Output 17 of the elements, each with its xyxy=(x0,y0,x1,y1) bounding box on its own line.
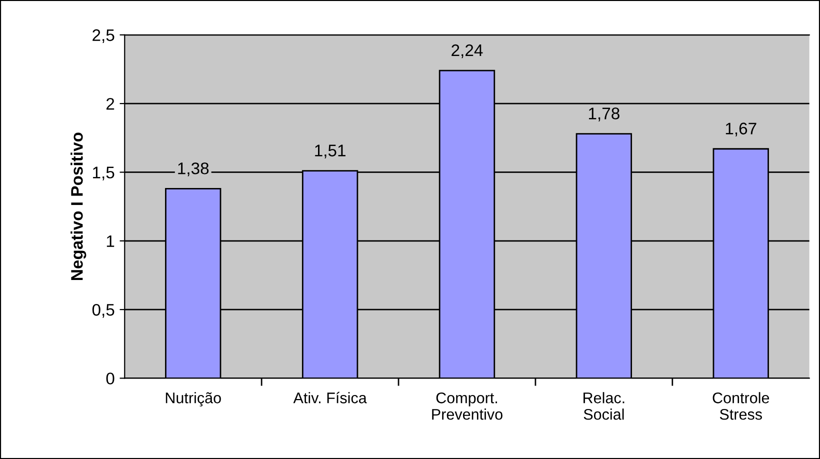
y-tick-label: 1 xyxy=(106,235,114,247)
x-tick-label: Comport. Preventivo xyxy=(432,392,502,420)
y-tick-label: 2 xyxy=(106,98,114,110)
x-tick-label: Relac. Social xyxy=(584,392,624,420)
data-label: 1,78 xyxy=(588,108,620,122)
data-label: 1,38 xyxy=(178,162,209,176)
x-tick-label: Controle Stress xyxy=(712,392,770,420)
y-tick-label: 2,5 xyxy=(92,29,114,44)
data-label: 1,51 xyxy=(315,144,346,158)
y-tick-label: 0,5 xyxy=(92,304,114,318)
y-tick-label: 1,5 xyxy=(93,166,114,180)
x-tick-label: Ativ. Física xyxy=(293,392,367,404)
data-label: 2,24 xyxy=(452,44,483,58)
y-tick-label: 0 xyxy=(106,372,114,384)
y-axis-title: Negativo I Positivo xyxy=(70,132,86,280)
x-tick-label: Nutrição xyxy=(166,392,221,406)
data-label: 1,67 xyxy=(726,122,756,136)
